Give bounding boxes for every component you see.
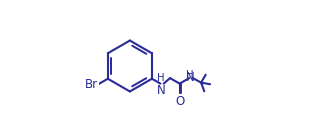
Text: N: N <box>157 84 165 97</box>
Text: H: H <box>186 70 194 80</box>
Text: N: N <box>186 70 194 84</box>
Text: H: H <box>157 73 165 83</box>
Text: Br: Br <box>85 78 98 91</box>
Text: O: O <box>176 95 185 108</box>
